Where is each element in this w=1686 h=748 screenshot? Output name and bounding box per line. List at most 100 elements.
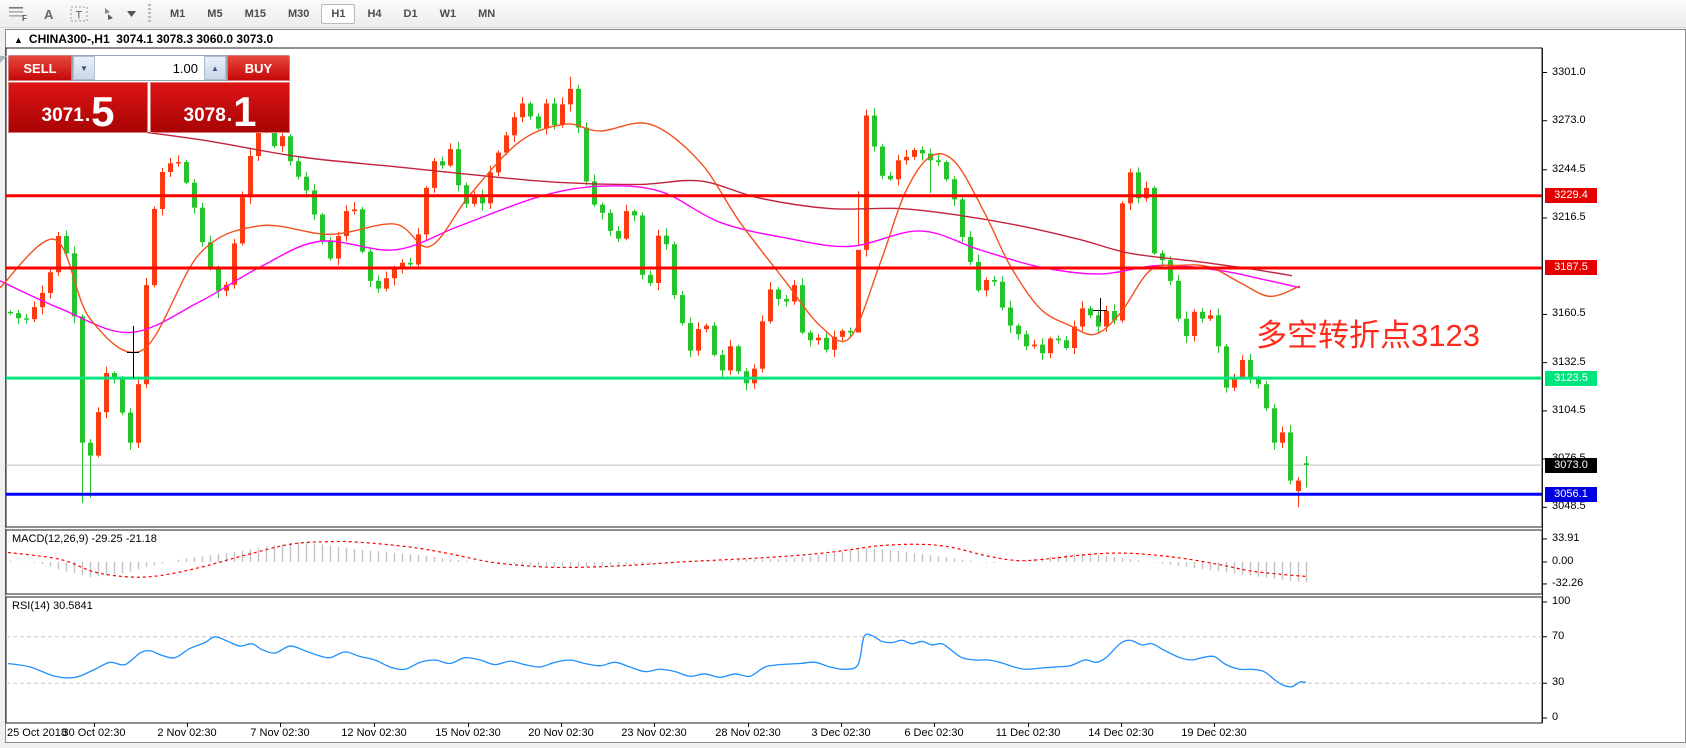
collapse-triangle-icon[interactable]: ▲ bbox=[14, 35, 23, 45]
candle bbox=[80, 314, 85, 503]
one-click-collapse-arrow[interactable] bbox=[0, 56, 7, 63]
candle bbox=[568, 76, 573, 112]
candle bbox=[936, 153, 941, 166]
chart-annotation-text: 多空转折点3123 bbox=[1256, 318, 1480, 353]
macd-label: MACD(12,26,9) -29.25 -21.18 bbox=[12, 533, 157, 545]
candle bbox=[816, 334, 821, 345]
candle bbox=[336, 231, 341, 266]
cycle-diamond-icon[interactable] bbox=[95, 3, 123, 25]
candle bbox=[1136, 167, 1141, 204]
timeframe-button-H4[interactable]: H4 bbox=[367, 7, 382, 20]
candle bbox=[40, 285, 45, 315]
candle bbox=[96, 407, 101, 458]
crosshair-mark bbox=[127, 326, 139, 378]
sell-button[interactable]: SELL bbox=[8, 55, 72, 81]
candle bbox=[400, 259, 405, 274]
candle bbox=[1048, 336, 1053, 359]
candle bbox=[320, 212, 325, 245]
dropdown-caret-icon[interactable] bbox=[125, 3, 137, 25]
candle bbox=[592, 174, 597, 207]
candle bbox=[832, 330, 837, 357]
candle bbox=[24, 313, 29, 324]
candle bbox=[456, 141, 461, 192]
candle bbox=[632, 209, 637, 222]
candle bbox=[864, 109, 869, 257]
chart-symbol-timeframe: CHINA300-,H1 bbox=[28, 32, 110, 46]
candle bbox=[1288, 425, 1293, 485]
toolbar-grip[interactable] bbox=[148, 3, 151, 24]
candle bbox=[992, 275, 997, 287]
candle bbox=[304, 171, 309, 198]
candle bbox=[1032, 339, 1037, 349]
timeframe-button-D1[interactable]: D1 bbox=[403, 7, 418, 20]
candle bbox=[888, 171, 893, 181]
timeframe-button-M15[interactable]: M15 bbox=[244, 7, 266, 20]
candle bbox=[648, 270, 653, 286]
timeframe-button-MN[interactable]: MN bbox=[478, 7, 496, 20]
candle bbox=[440, 156, 445, 169]
ask-decimal-point: . bbox=[226, 105, 233, 126]
candle bbox=[48, 269, 53, 299]
bid-fraction: 5 bbox=[91, 87, 115, 135]
chart-title: ▲ CHINA300-,H1 3074.1 3078.3 3060.0 3073.… bbox=[14, 32, 273, 46]
candle bbox=[808, 330, 813, 347]
candle bbox=[600, 202, 605, 220]
candle bbox=[1056, 335, 1061, 344]
font-a-icon[interactable]: A bbox=[35, 3, 63, 25]
timeframe-button-H1[interactable]: H1 bbox=[321, 3, 356, 24]
candle bbox=[120, 375, 125, 416]
bid-integer: 3071 bbox=[41, 105, 84, 126]
candle bbox=[896, 154, 901, 186]
text-tool-icon[interactable]: T bbox=[65, 3, 93, 25]
volume-stepper: ▼ ▲ bbox=[72, 55, 227, 81]
candle bbox=[432, 158, 437, 193]
candle bbox=[352, 202, 357, 215]
timeframe-button-M30[interactable]: M30 bbox=[287, 7, 310, 20]
candle bbox=[728, 339, 733, 375]
timeframe-button-M5[interactable]: M5 bbox=[207, 7, 223, 20]
ask-price-box[interactable]: 3078 . 1 bbox=[150, 82, 290, 133]
candle bbox=[656, 229, 661, 291]
candle bbox=[720, 349, 725, 377]
candle bbox=[384, 271, 389, 292]
candle bbox=[184, 159, 189, 185]
candle bbox=[88, 439, 93, 498]
bid-price-box[interactable]: 3071 . 5 bbox=[8, 82, 148, 133]
rsi-line bbox=[7, 633, 1307, 688]
candle bbox=[1064, 335, 1069, 350]
candle bbox=[232, 238, 237, 289]
candle bbox=[344, 205, 349, 242]
candle bbox=[1152, 186, 1157, 256]
candle bbox=[128, 408, 133, 450]
candle bbox=[528, 101, 533, 120]
candle bbox=[968, 231, 973, 266]
top-toolbar: F A T M1 M5 M15 M30 H1 H4 D1 W1 MN bbox=[0, 0, 1686, 28]
candle bbox=[72, 246, 77, 324]
candle bbox=[1184, 311, 1189, 344]
candle bbox=[32, 301, 37, 322]
candle bbox=[1120, 201, 1125, 323]
buy-button[interactable]: BUY bbox=[227, 55, 290, 81]
timeframe-button-W1[interactable]: W1 bbox=[439, 7, 457, 20]
slow-ma-line bbox=[94, 125, 1293, 277]
volume-increase-button[interactable]: ▲ bbox=[204, 56, 226, 80]
candle bbox=[312, 184, 317, 221]
candle bbox=[688, 317, 693, 358]
timeframe-button-M1[interactable]: M1 bbox=[170, 7, 186, 20]
candle bbox=[280, 129, 285, 153]
candle bbox=[1304, 455, 1309, 488]
candle bbox=[1272, 403, 1277, 450]
volume-decrease-button[interactable]: ▼ bbox=[73, 56, 95, 80]
candle bbox=[448, 143, 453, 168]
candle bbox=[472, 191, 477, 207]
volume-input[interactable] bbox=[95, 56, 204, 80]
candle bbox=[480, 189, 485, 211]
candle bbox=[1024, 330, 1029, 351]
candle bbox=[608, 209, 613, 236]
candle bbox=[680, 291, 685, 326]
candle bbox=[880, 143, 885, 180]
one-click-trading-panel: SELL ▼ ▲ BUY 3071 . 5 3078 . 1 bbox=[8, 55, 290, 133]
grid-f-icon[interactable]: F bbox=[5, 3, 33, 25]
candle bbox=[776, 286, 781, 306]
